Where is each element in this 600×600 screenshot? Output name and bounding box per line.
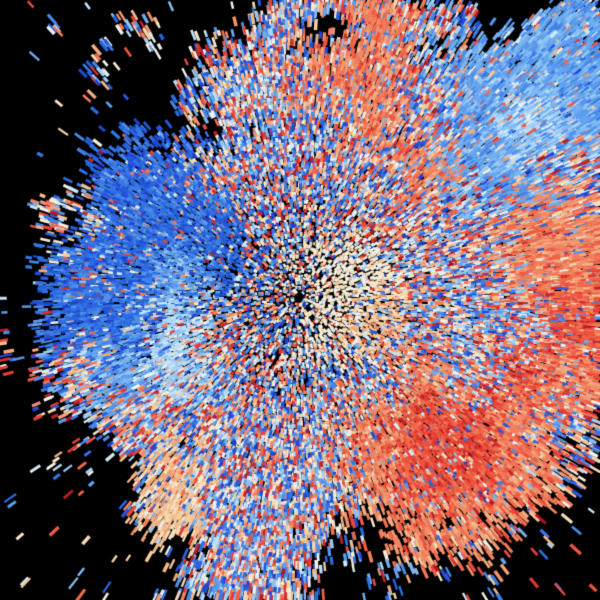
screenshot-root <box>0 0 600 600</box>
doppler-velocity-speckle-canvas <box>0 0 600 600</box>
